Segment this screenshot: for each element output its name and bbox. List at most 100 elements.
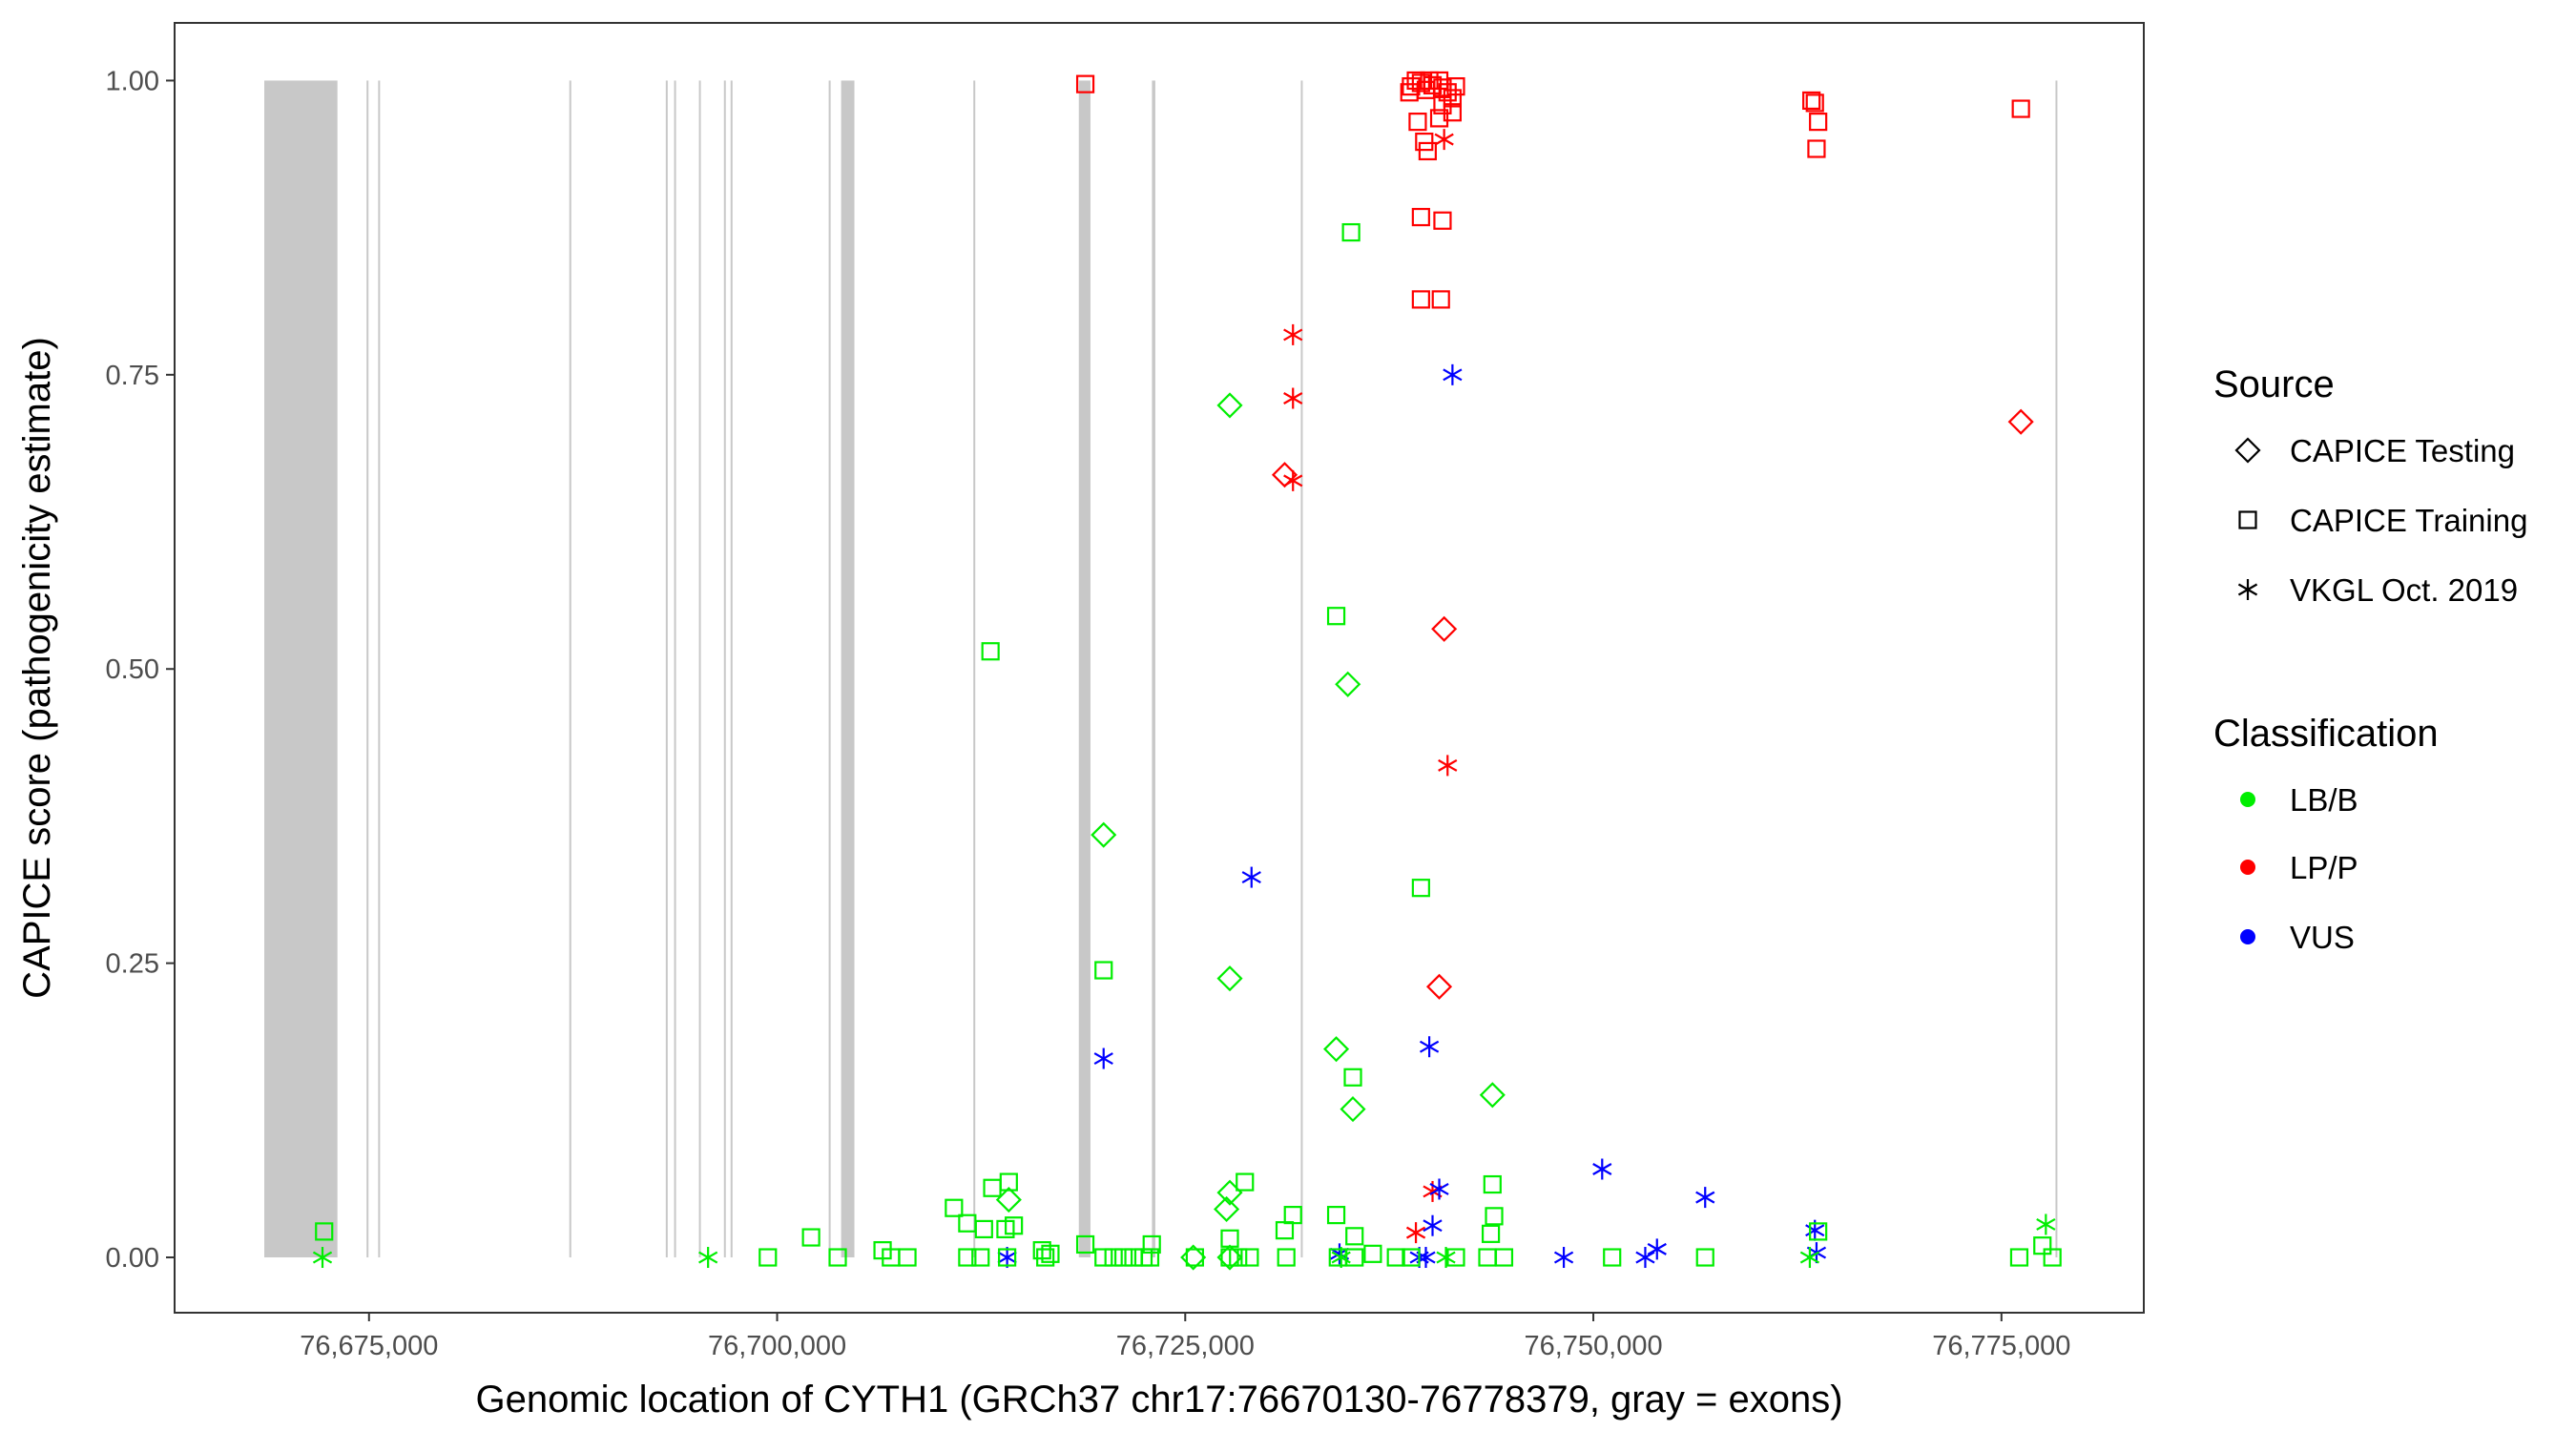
data-point — [1446, 1248, 1465, 1267]
legend-dot-icon — [2240, 929, 2255, 944]
data-point — [997, 1247, 1017, 1269]
x-axis-title: Genomic location of CYTH1 (GRCh37 chr17:… — [475, 1379, 1842, 1421]
square-marker — [2011, 99, 2030, 118]
data-point — [1429, 109, 1449, 128]
exon-band — [569, 80, 571, 1258]
data-point — [2036, 1213, 2056, 1235]
data-point — [1094, 1248, 1113, 1267]
exon-bands — [264, 80, 2058, 1258]
data-point — [1283, 1206, 1302, 1225]
square-marker — [1433, 78, 1452, 97]
exon-band — [1078, 80, 1091, 1258]
data-point — [1341, 222, 1361, 242]
data-point — [1436, 1247, 1456, 1269]
data-point — [1216, 965, 1243, 992]
exon-band — [698, 80, 701, 1258]
data-point — [1075, 1234, 1095, 1255]
data-point — [1419, 1036, 1440, 1058]
square-marker — [981, 642, 1000, 661]
legend-source-label: CAPICE Training — [2290, 503, 2527, 538]
legend-dot-icon — [2240, 792, 2255, 807]
data-point — [1423, 1214, 1443, 1236]
x-tick-label: 76,750,000 — [1524, 1331, 1662, 1361]
data-point — [1229, 1248, 1248, 1267]
asterisk-stroke — [1434, 133, 1454, 146]
data-point — [898, 1248, 917, 1267]
plot-panel-border — [174, 22, 2145, 1314]
square-marker — [1124, 1248, 1143, 1267]
y-tick-label: 1.00 — [106, 66, 159, 96]
square-marker — [1494, 1248, 1514, 1267]
asterisk-stroke — [1695, 1191, 1715, 1204]
data-point — [1429, 1178, 1449, 1200]
data-point — [1807, 139, 1826, 158]
x-tick-label: 76,700,000 — [708, 1331, 846, 1361]
data-point — [1478, 1248, 1497, 1267]
data-point — [2007, 408, 2034, 435]
diamond-marker — [1340, 1096, 1366, 1123]
square-marker — [2009, 1248, 2029, 1267]
data-point — [1363, 1244, 1382, 1263]
x-axis-ticks: 76,675,000 76,700,000 76,725,000 76,750,000… — [300, 1313, 2070, 1361]
legend-classification-title: Classification — [2213, 713, 2439, 755]
square-marker — [1415, 132, 1434, 152]
asterisk-stroke — [1419, 1040, 1440, 1053]
data-points — [312, 71, 2062, 1271]
exon-band — [828, 80, 831, 1258]
data-point — [1433, 78, 1452, 97]
exon-band — [378, 80, 381, 1258]
data-point — [1408, 113, 1427, 132]
data-point — [1283, 387, 1303, 409]
data-point — [1283, 469, 1303, 491]
diamond-marker — [1180, 1244, 1207, 1271]
square-marker — [801, 1228, 821, 1247]
exon-band — [973, 80, 976, 1258]
diamond-marker — [1335, 671, 1361, 697]
data-point — [1402, 1248, 1421, 1267]
data-point — [958, 1248, 977, 1267]
diamond-marker — [1271, 462, 1298, 488]
asterisk-stroke — [1331, 1251, 1351, 1264]
data-point — [1418, 141, 1437, 161]
exon-band — [2055, 80, 2058, 1258]
data-point — [801, 1228, 821, 1247]
square-marker — [2033, 1236, 2052, 1255]
data-point — [312, 1247, 333, 1269]
asterisk-stroke — [312, 1251, 333, 1264]
legend-source-title: Source — [2213, 363, 2335, 405]
square-marker — [2043, 1248, 2062, 1267]
square-marker — [1036, 1248, 1055, 1267]
data-point — [1411, 207, 1430, 227]
square-marker — [1411, 879, 1430, 898]
data-point — [1494, 1248, 1514, 1267]
exon-band — [723, 80, 726, 1258]
data-point — [1485, 1207, 1504, 1226]
square-marker — [1809, 113, 1828, 132]
square-marker — [1283, 1206, 1302, 1225]
legend-source-label: CAPICE Testing — [2290, 433, 2515, 468]
square-marker — [1345, 1248, 1364, 1267]
legend-asterisk-icon — [2237, 579, 2258, 600]
asterisk-stroke — [1647, 1242, 1667, 1255]
asterisk-stroke — [1592, 1163, 1612, 1175]
square-marker — [1185, 1248, 1204, 1267]
exon-band — [264, 80, 338, 1258]
square-marker — [1343, 1068, 1362, 1087]
data-point — [1185, 1248, 1204, 1267]
data-point — [1140, 1248, 1160, 1267]
data-point — [1592, 1158, 1612, 1180]
legend-diamond-icon — [2234, 437, 2261, 464]
data-point — [1036, 1248, 1055, 1267]
data-point — [995, 1187, 1022, 1213]
x-tick-label: 76,725,000 — [1116, 1331, 1255, 1361]
data-point — [1216, 392, 1243, 419]
square-marker — [1411, 290, 1430, 309]
diamond-marker — [2007, 408, 2034, 435]
diamond-marker — [1479, 1082, 1506, 1109]
square-marker — [1411, 207, 1430, 227]
square-marker — [1446, 77, 1465, 96]
data-point — [1647, 1238, 1667, 1260]
square-marker — [1408, 113, 1427, 132]
diamond-marker — [1431, 615, 1458, 642]
